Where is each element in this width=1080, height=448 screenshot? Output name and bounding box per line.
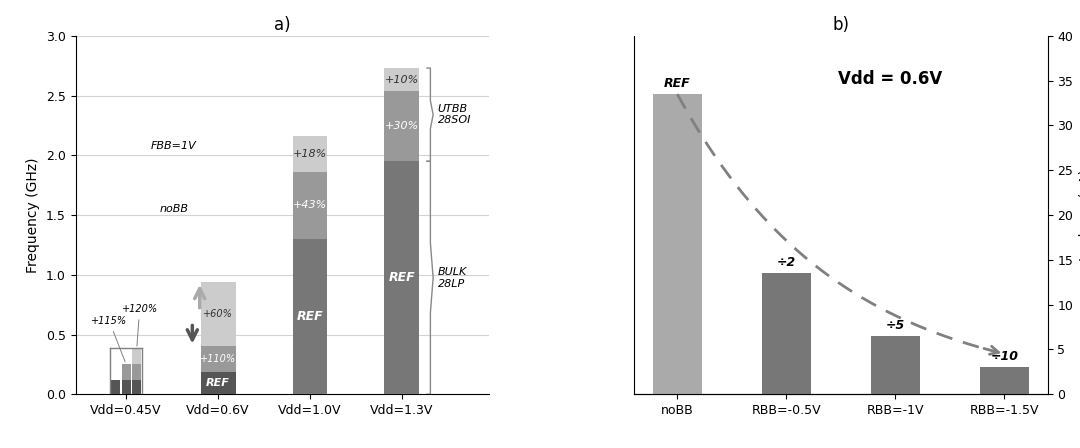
- Title: a): a): [274, 16, 291, 34]
- Bar: [652, 94, 702, 394]
- Text: REF: REF: [206, 378, 230, 388]
- Text: REF: REF: [297, 310, 323, 323]
- Text: +18%: +18%: [293, 149, 327, 159]
- Bar: [384, 91, 419, 161]
- Text: +30%: +30%: [384, 121, 419, 131]
- Text: +120%: +120%: [122, 304, 158, 346]
- Y-axis label: Frequency (GHz): Frequency (GHz): [26, 157, 40, 273]
- Bar: [293, 172, 327, 239]
- Text: +10%: +10%: [384, 75, 419, 85]
- Text: REF: REF: [664, 77, 690, 90]
- Bar: [122, 364, 131, 380]
- Text: REF: REF: [389, 271, 415, 284]
- Text: +43%: +43%: [293, 201, 327, 211]
- Title: b): b): [833, 16, 849, 34]
- Text: BULK
28LP: BULK 28LP: [437, 267, 467, 289]
- Text: +60%: +60%: [203, 309, 233, 319]
- Text: ÷5: ÷5: [886, 319, 905, 332]
- Bar: [384, 68, 419, 91]
- Bar: [111, 380, 120, 394]
- Bar: [132, 349, 141, 364]
- Bar: [293, 136, 327, 172]
- Bar: [132, 380, 141, 394]
- Text: UTBB
28SOI: UTBB 28SOI: [437, 104, 471, 125]
- Bar: [201, 371, 235, 394]
- Bar: [652, 166, 702, 394]
- Bar: [980, 367, 1029, 394]
- Text: ÷2: ÷2: [777, 256, 796, 269]
- Bar: [870, 336, 920, 394]
- Text: +115%: +115%: [91, 316, 127, 362]
- Bar: [132, 364, 141, 380]
- Y-axis label: Leakage (nA): Leakage (nA): [1079, 169, 1080, 261]
- Bar: [201, 282, 235, 346]
- Bar: [761, 273, 811, 394]
- Text: +110%: +110%: [200, 354, 237, 364]
- Bar: [122, 380, 131, 394]
- Bar: [201, 346, 235, 371]
- Text: noBB: noBB: [160, 204, 189, 214]
- Bar: [384, 161, 419, 394]
- Text: Vdd = 0.6V: Vdd = 0.6V: [838, 70, 943, 88]
- Text: ÷10: ÷10: [990, 350, 1018, 363]
- Text: FBB=1V: FBB=1V: [150, 141, 195, 151]
- Bar: [293, 239, 327, 394]
